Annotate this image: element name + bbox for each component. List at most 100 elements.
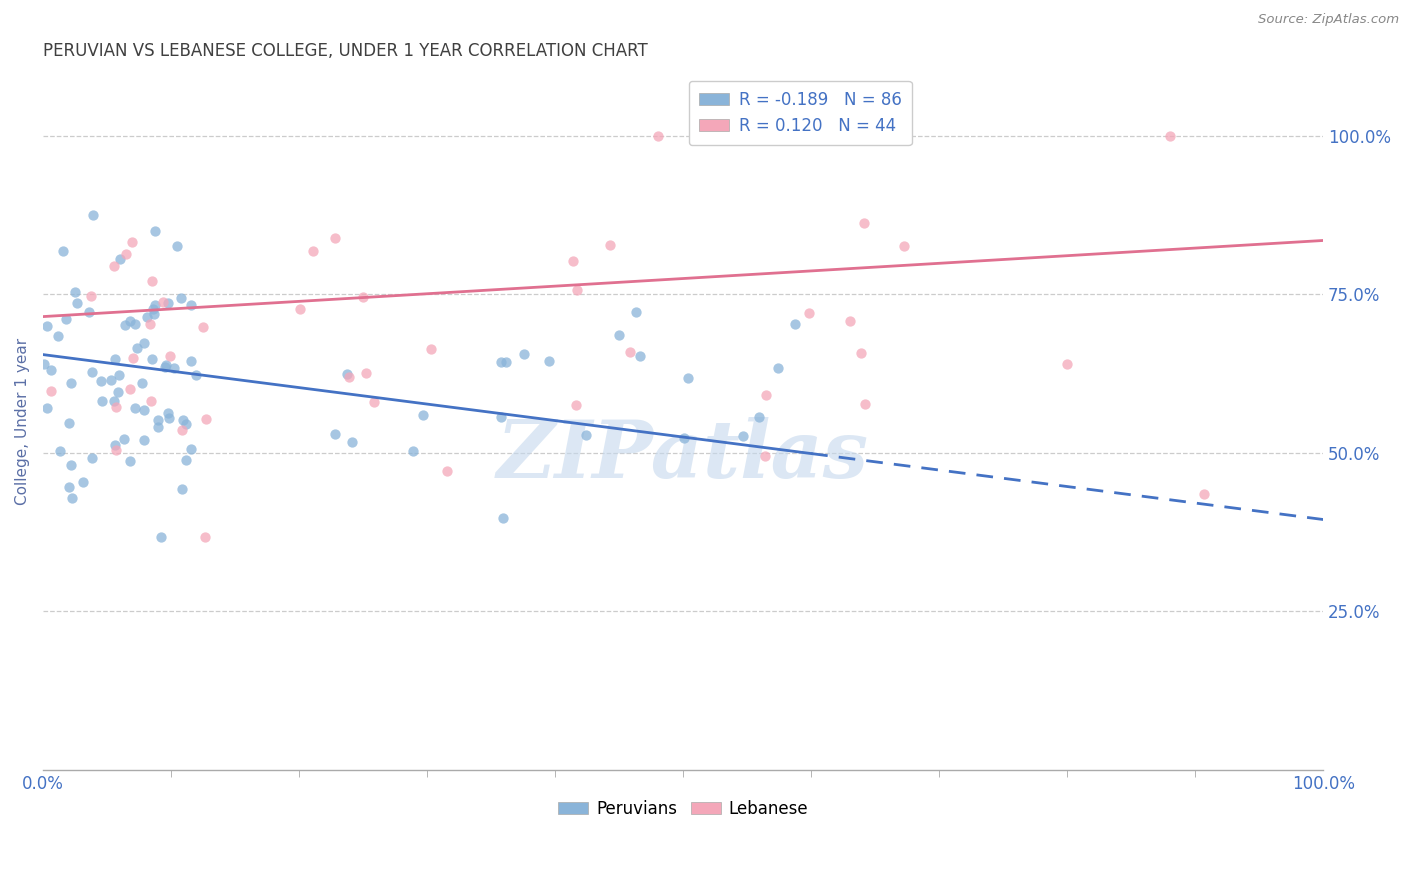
Point [731, 429, 754, 443]
Point [337, 370, 360, 384]
Point [100, 373, 122, 387]
Point [150, 529, 173, 543]
Point [121, 235, 143, 249]
Point [66, 296, 89, 310]
Point [91, 394, 114, 409]
Point [35, 401, 58, 415]
Point [104, 401, 127, 415]
Point [489, 355, 512, 369]
Point [143, 307, 166, 321]
Point [565, 283, 588, 297]
Point [120, 454, 142, 468]
Point [55, 311, 77, 326]
Point [153, 359, 176, 374]
Point [628, 349, 651, 363]
Point [132, 335, 155, 350]
Point [156, 296, 179, 310]
Point [172, 424, 194, 438]
Point [77, 305, 100, 319]
Y-axis label: College, Under 1 year: College, Under 1 year [15, 338, 30, 505]
Point [1056, 357, 1078, 371]
Point [194, 412, 217, 426]
Point [146, 420, 169, 434]
Point [131, 376, 153, 391]
Point [564, 398, 586, 412]
Point [162, 361, 184, 376]
Point [172, 413, 194, 427]
Point [132, 433, 155, 447]
Text: PERUVIAN VS LEBANESE COLLEGE, UNDER 1 YEAR CORRELATION CHART: PERUVIAN VS LEBANESE COLLEGE, UNDER 1 YE… [44, 42, 648, 60]
Point [80, 289, 103, 303]
Point [647, 128, 669, 143]
Point [495, 355, 517, 369]
Point [141, 274, 163, 288]
Point [783, 317, 806, 331]
Point [336, 368, 359, 382]
Point [124, 401, 146, 415]
Point [80, 450, 103, 465]
Point [46, 328, 69, 343]
Point [513, 347, 536, 361]
Point [354, 366, 377, 380]
Point [340, 435, 363, 450]
Point [72, 475, 94, 490]
Point [363, 395, 385, 409]
Point [124, 317, 146, 331]
Point [492, 511, 515, 525]
Point [853, 217, 876, 231]
Point [419, 342, 441, 356]
Point [39, 384, 62, 398]
Point [141, 394, 163, 409]
Point [143, 224, 166, 238]
Point [141, 351, 163, 366]
Point [184, 368, 207, 383]
Point [191, 320, 214, 334]
Point [676, 371, 699, 385]
Point [120, 314, 142, 328]
Point [352, 290, 374, 304]
Text: ZIPatlas: ZIPatlas [498, 417, 869, 495]
Point [290, 301, 312, 316]
Point [323, 231, 346, 245]
Point [58, 416, 80, 430]
Point [748, 409, 770, 424]
Point [797, 306, 820, 320]
Point [624, 305, 647, 319]
Point [112, 432, 135, 446]
Point [115, 246, 138, 260]
Point [132, 403, 155, 417]
Point [166, 238, 188, 252]
Text: Source: ZipAtlas.com: Source: ZipAtlas.com [1258, 13, 1399, 27]
Point [156, 407, 179, 421]
Legend: Peruvians, Lebanese: Peruvians, Lebanese [551, 793, 815, 824]
Point [575, 428, 598, 442]
Point [142, 302, 165, 317]
Point [125, 341, 148, 355]
Point [136, 310, 159, 325]
Point [138, 318, 160, 332]
Point [619, 345, 641, 359]
Point [34, 357, 56, 371]
Point [103, 259, 125, 273]
Point [108, 252, 131, 267]
Point [599, 237, 621, 252]
Point [51, 244, 73, 259]
Point [1192, 486, 1215, 500]
Point [174, 417, 197, 431]
Point [489, 410, 512, 425]
Point [402, 444, 425, 458]
Point [755, 388, 778, 402]
Point [607, 328, 630, 343]
Point [104, 443, 127, 458]
Point [63, 285, 86, 300]
Point [59, 376, 82, 390]
Point [60, 491, 83, 505]
Point [672, 431, 695, 445]
Point [143, 297, 166, 311]
Point [180, 354, 202, 368]
Point [180, 442, 202, 456]
Point [82, 208, 104, 222]
Point [170, 291, 193, 305]
Point [170, 482, 193, 496]
Point [412, 408, 434, 422]
